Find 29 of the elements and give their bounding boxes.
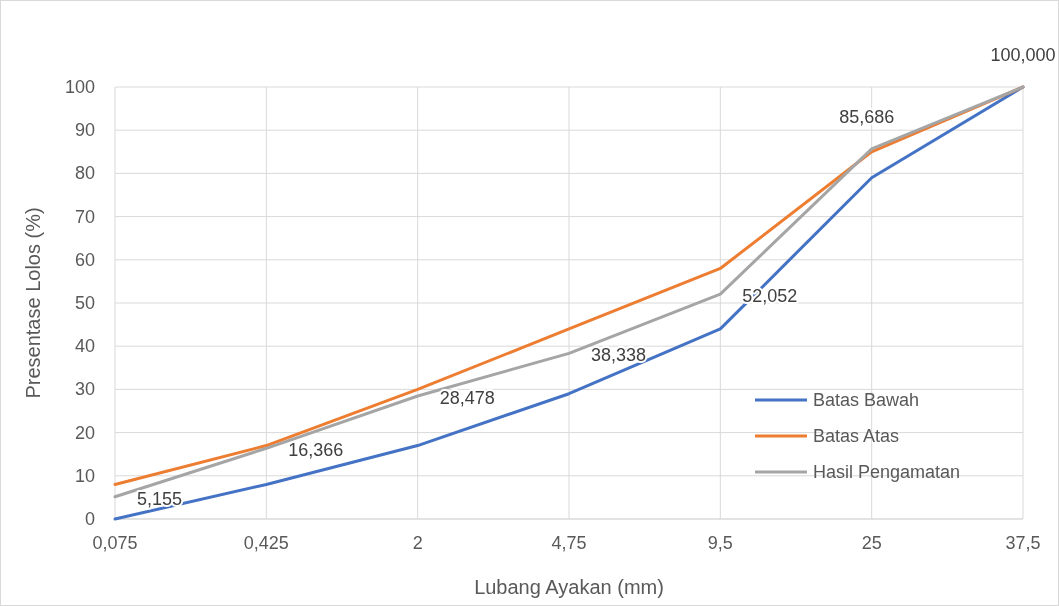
legend-label: Hasil Pengamatan	[813, 462, 961, 482]
y-tick-label: 0	[84, 509, 95, 529]
x-tick-label: 9,5	[707, 533, 733, 553]
y-tick-label: 90	[74, 120, 95, 141]
data-label: 38,338	[591, 345, 647, 366]
y-tick-label: 80	[74, 163, 95, 184]
x-tick-label: 4,75	[551, 533, 587, 553]
x-tick-label: 37,5	[1005, 533, 1041, 553]
y-tick-label: 10	[74, 465, 95, 486]
legend-label: Batas Bawah	[813, 390, 920, 410]
x-tick-label: 0,075	[92, 533, 138, 553]
x-axis-title: Lubang Ayakan (mm)	[474, 576, 664, 598]
y-axis-title: Presentase Lolos (%)	[22, 207, 44, 399]
data-label: 85,686	[839, 106, 895, 127]
data-label: 16,366	[288, 440, 344, 461]
data-label: 28,478	[439, 387, 495, 408]
y-tick-label: 70	[74, 206, 95, 227]
y-tick-label: 30	[74, 379, 95, 400]
y-tick-label: 100	[64, 77, 95, 97]
y-tick-label: 50	[74, 293, 95, 313]
y-tick-label: 60	[74, 249, 95, 270]
x-tick-label: 0,425	[243, 533, 289, 553]
y-tick-label: 40	[74, 336, 95, 357]
x-tick-label: 25	[861, 533, 882, 553]
data-label: 100,000	[990, 45, 1056, 65]
data-label: 5,155	[137, 488, 183, 509]
legend-label: Batas Atas	[813, 426, 900, 446]
y-tick-label: 20	[74, 422, 95, 443]
x-tick-label: 2	[412, 533, 423, 553]
